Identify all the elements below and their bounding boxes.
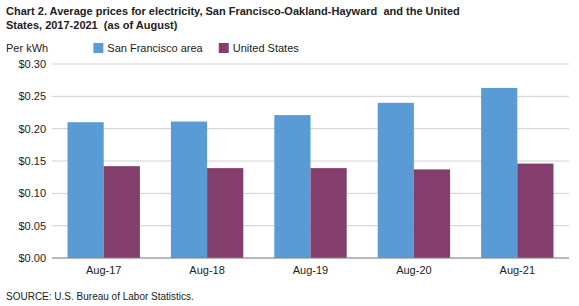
y-tick-label: $0.20	[18, 123, 46, 135]
legend: San Francisco area United States	[93, 42, 299, 54]
bar	[274, 115, 310, 258]
bar	[104, 166, 140, 258]
subtitle: States, 2017-2021 (as of August)	[6, 19, 178, 31]
legend-label: San Francisco area	[107, 42, 203, 54]
bar	[481, 88, 517, 258]
bar	[311, 168, 347, 258]
y-tick-label: $0.25	[18, 90, 46, 102]
grid-line	[52, 64, 569, 65]
bar	[378, 103, 414, 258]
bar	[68, 122, 104, 258]
source-note: SOURCE: U.S. Bureau of Labor Statistics.	[6, 291, 194, 302]
x-tick-label: Aug-19	[293, 264, 328, 276]
x-axis: Aug-17 Aug-18 Aug-19 Aug-20 Aug-21	[86, 264, 535, 276]
y-tick-label: $0.30	[18, 58, 46, 70]
y-tick-label: $0.15	[18, 155, 46, 167]
x-axis-line	[52, 258, 569, 259]
y-axis-label: Per kWh	[6, 42, 48, 54]
bar	[414, 169, 450, 258]
chart: Chart 2. Average prices for electricity,…	[0, 0, 579, 306]
x-tick-label: Aug-20	[396, 264, 431, 276]
bars	[68, 88, 554, 258]
y-tick-label: $0.05	[18, 220, 46, 232]
grid-line	[52, 258, 569, 259]
legend-swatch	[219, 43, 229, 53]
y-tick-label: $0.10	[18, 187, 46, 199]
chart-container: Chart 2. Average prices for electricity,…	[0, 0, 579, 306]
legend-swatch	[93, 43, 103, 53]
bar	[517, 164, 553, 258]
bar	[171, 122, 207, 258]
x-tick-label: Aug-17	[86, 264, 121, 276]
x-tick-label: Aug-21	[500, 264, 535, 276]
legend-label: United States	[233, 42, 300, 54]
title: Chart 2. Average prices for electricity,…	[6, 5, 460, 17]
y-tick-label: $0.00	[18, 252, 46, 264]
x-tick-label: Aug-18	[189, 264, 224, 276]
bar	[207, 168, 243, 258]
y-axis: $0.00 $0.05 $0.10 $0.15 $0.20 $0.25 $0.30	[18, 58, 569, 264]
